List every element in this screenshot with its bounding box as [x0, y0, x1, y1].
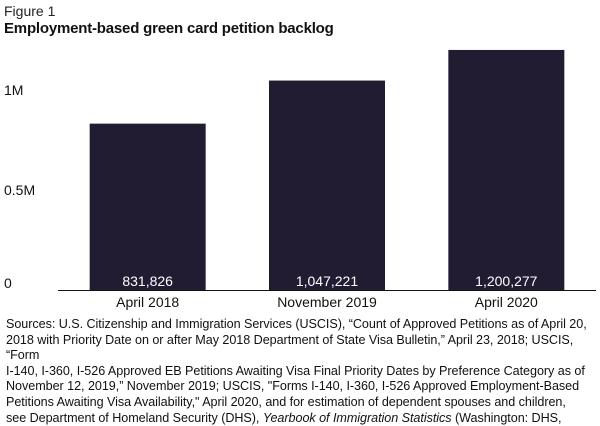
x-tick-label: April 2018 [116, 294, 179, 310]
x-tick-label: April 2020 [475, 294, 538, 310]
figure-label: Figure 1 [4, 3, 56, 19]
bar-chart: 0 0.5M 1M 831,826 April 2018 1,047,221 Novembe… [4, 49, 596, 310]
sources-line: Petitions Awaiting Visa Availability," A… [6, 394, 566, 409]
bar-data-label: 1,047,221 [296, 273, 358, 289]
sources-line: November 12, 2019,” November 2019; USCIS… [6, 379, 580, 394]
sources-note: Sources: U.S. Citizenship and Immigratio… [6, 317, 596, 426]
chart-title: Employment-based green card petition bac… [4, 20, 334, 37]
bar [89, 123, 206, 291]
sources-line: “Form [6, 348, 40, 363]
bar-data-label: 831,826 [122, 273, 173, 289]
y-tick-label: 0 [4, 275, 12, 291]
bar [269, 80, 385, 290]
bar [448, 49, 565, 291]
y-tick-label: 0.5M [4, 182, 35, 198]
x-tick-label: November 2019 [277, 294, 377, 310]
sources-line: 2018 with Priority Date on or after May … [6, 332, 574, 347]
sources-line: Sources: U.S. Citizenship and Immigratio… [6, 317, 587, 331]
bar-data-label: 1,200,277 [475, 273, 537, 289]
sources-line: I-140, I-360, I-526 Approved EB Petition… [6, 363, 585, 378]
y-tick-label: 1M [4, 82, 23, 98]
